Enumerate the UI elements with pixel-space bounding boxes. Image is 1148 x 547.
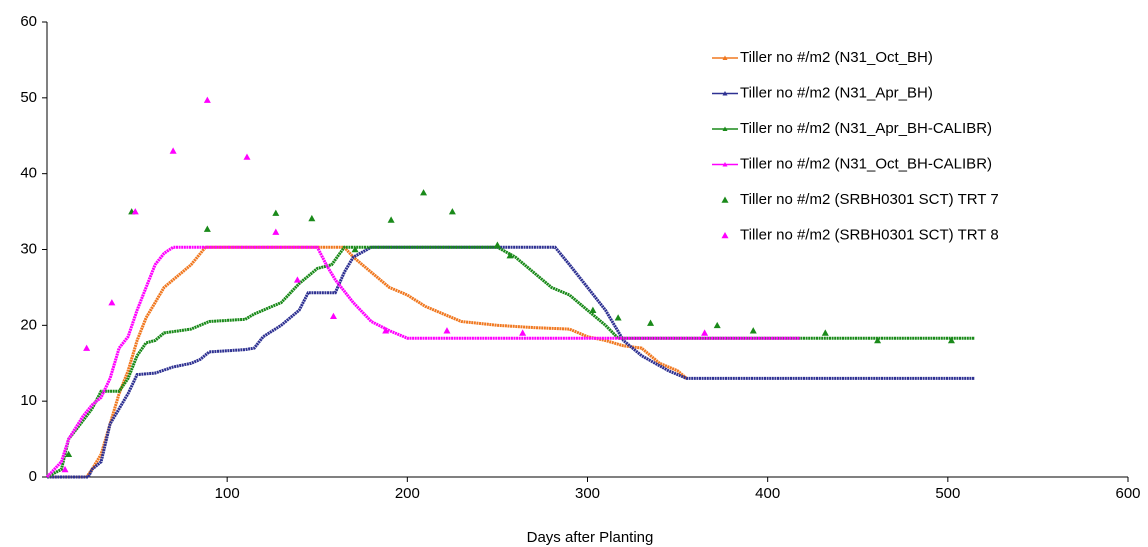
data-point <box>243 153 251 160</box>
data-point <box>614 314 622 321</box>
legend-label: Tiller no #/m2 (N31_Apr_BH) <box>740 84 933 101</box>
data-point <box>701 329 709 336</box>
x-tick-label: 300 <box>575 485 600 502</box>
x-tick-label: 100 <box>215 485 240 502</box>
data-point <box>131 208 139 215</box>
series-line <box>47 245 688 479</box>
data-point <box>647 319 655 326</box>
x-tick-label: 500 <box>935 485 960 502</box>
data-point <box>308 214 316 222</box>
data-point <box>589 306 597 313</box>
y-tick-label: 20 <box>20 316 37 333</box>
y-tick-label: 10 <box>20 392 37 409</box>
legend-label: Tiller no #/m2 (SRBH0301 SCT) TRT 7 <box>740 191 999 208</box>
data-point <box>329 312 337 320</box>
y-tick-label: 50 <box>20 89 37 106</box>
data-point <box>61 465 69 473</box>
data-point <box>519 329 527 336</box>
data-point <box>713 321 721 329</box>
data-point <box>387 216 395 223</box>
data-point <box>821 329 829 336</box>
data-point <box>272 228 280 235</box>
legend-label: Tiller no #/m2 (N31_Oct_BH) <box>740 49 933 66</box>
x-axis-label: Days after Planting <box>527 529 654 546</box>
data-point <box>351 246 359 253</box>
data-point <box>65 450 73 458</box>
y-tick-label: 0 <box>29 468 37 485</box>
legend-marker <box>721 196 729 203</box>
data-point <box>493 241 501 248</box>
data-point <box>382 327 390 334</box>
data-point <box>108 299 116 306</box>
series-line <box>47 245 975 479</box>
data-point <box>749 327 757 334</box>
legend-marker <box>722 91 728 96</box>
data-point <box>506 252 514 259</box>
y-tick-label: 30 <box>20 240 37 257</box>
y-tick-label: 60 <box>20 13 37 30</box>
data-point <box>947 337 955 344</box>
y-tick-label: 40 <box>20 165 37 182</box>
legend-marker <box>721 232 729 239</box>
legend-label: Tiller no #/m2 (SRBH0301 SCT) TRT 8 <box>740 226 999 243</box>
data-point <box>169 147 177 154</box>
data-point <box>203 225 211 232</box>
x-tick-label: 600 <box>1115 485 1140 502</box>
legend-marker <box>722 126 728 131</box>
legend-marker <box>722 162 728 167</box>
x-tick-label: 400 <box>755 485 780 502</box>
legend-label: Tiller no #/m2 (N31_Apr_BH-CALIBR) <box>740 120 992 137</box>
data-point <box>874 337 882 344</box>
data-point <box>443 327 451 334</box>
data-point <box>448 208 456 215</box>
series-line <box>45 245 801 479</box>
series-line <box>46 245 975 479</box>
data-point <box>272 209 280 216</box>
data-point <box>203 96 211 103</box>
data-point <box>293 276 301 283</box>
data-point <box>83 344 91 351</box>
legend-marker <box>722 55 728 60</box>
x-tick-label: 200 <box>395 485 420 502</box>
data-point <box>420 189 428 196</box>
legend-label: Tiller no #/m2 (N31_Oct_BH-CALIBR) <box>740 155 992 172</box>
